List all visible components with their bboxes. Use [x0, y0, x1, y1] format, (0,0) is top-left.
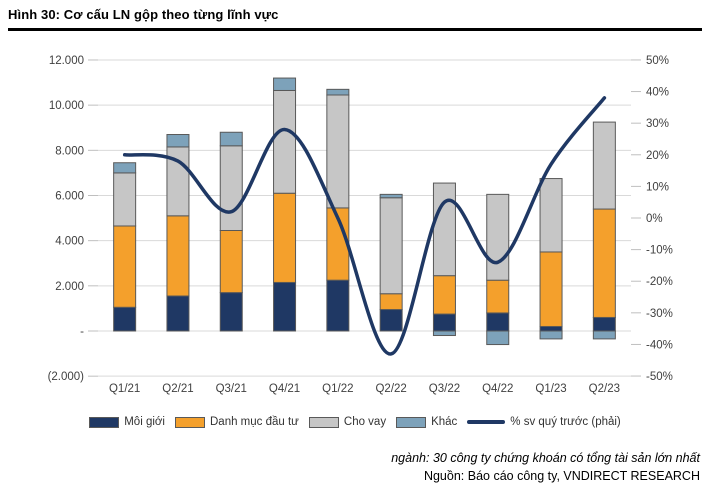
bar-segment [539, 330, 563, 340]
bar-segment [486, 312, 510, 332]
bar-segment [326, 279, 350, 332]
footnote-industry: ngành: 30 công ty chứng khoán có tổng tà… [391, 451, 700, 465]
right-axis-label: -30% [646, 308, 673, 320]
bar-segment [539, 325, 563, 332]
bar-segment [379, 197, 403, 295]
footnotes: ngành: 30 công ty chứng khoán có tổng tà… [10, 450, 700, 485]
bar-segment [539, 251, 563, 327]
bar-segment [113, 225, 137, 308]
bar-segment [326, 88, 350, 96]
right-axis-label: 30% [646, 118, 669, 130]
bar-segment [432, 182, 456, 277]
legend-label: Danh mục đầu tư [210, 416, 299, 428]
right-axis-label: -10% [646, 245, 673, 257]
x-axis-label: Q2/22 [375, 383, 406, 395]
bar-segment [273, 192, 297, 283]
x-axis-label: Q4/21 [269, 383, 300, 395]
left-axis-label: 12.000 [49, 55, 84, 67]
figure-header: Hình 30: Cơ cấu LN gộp theo từng lĩnh vự… [0, 0, 710, 31]
left-axis-label: (2.000) [48, 371, 85, 383]
legend-box-swatch [308, 416, 339, 428]
bar-segment [219, 229, 243, 294]
legend-item: Cho vay [308, 416, 387, 428]
legend-label: % sv quý trước (phải) [510, 416, 621, 428]
chart-legend: Môi giới Danh mục đầu tư Cho vay Khác % sv q… [0, 416, 710, 428]
legend-item: Môi giới [89, 416, 165, 428]
right-axis-label: -20% [646, 276, 673, 288]
right-axis-label: 0% [646, 213, 663, 225]
combo-chart: 12.000 10.000 8.000 6.000 4.000 2.000 - (2.000)… [48, 55, 673, 395]
legend-line-swatch [467, 420, 506, 424]
x-axis-label: Q4/22 [482, 383, 513, 395]
bar-segment [219, 131, 243, 147]
left-axis-label: 8.000 [55, 145, 84, 157]
figure-title: Hình 30: Cơ cấu LN gộp theo từng lĩnh vự… [8, 7, 279, 22]
x-axis-label: Q1/23 [535, 383, 566, 395]
title-divider [8, 28, 702, 31]
left-axis-label: 2.000 [55, 281, 84, 293]
right-axis-label: 20% [646, 150, 669, 162]
x-axis-label: Q3/21 [216, 383, 247, 395]
bar-segment [592, 208, 616, 318]
right-axis-label: 40% [646, 87, 669, 99]
legend-box-swatch [396, 416, 427, 428]
left-axis-label: 6.000 [55, 190, 84, 202]
bar-segment [273, 281, 297, 332]
legend-item: % sv quý trước (phải) [467, 416, 621, 428]
x-axis-label: Q1/21 [109, 383, 140, 395]
bar-segment [113, 172, 137, 227]
bar-segment [113, 306, 137, 332]
legend-item: Khác [396, 416, 457, 428]
x-axis-label: Q1/22 [322, 383, 353, 395]
bar-segment [432, 275, 456, 315]
x-axis-label: Q3/22 [429, 383, 460, 395]
legend-label: Khác [431, 416, 458, 428]
legend-label: Cho vay [343, 416, 387, 428]
legend-box-swatch [175, 416, 205, 428]
bar-segment [379, 293, 403, 311]
trend-line [122, 96, 607, 356]
bar-segment [166, 215, 190, 297]
bar-segment [166, 295, 190, 332]
bar-segment [273, 77, 297, 91]
bar-segment [539, 178, 563, 253]
bar-segment [592, 316, 616, 332]
legend-box-swatch [89, 416, 120, 428]
left-axis-label: 4.000 [55, 236, 84, 248]
chart-area: 12.000 10.000 8.000 6.000 4.000 2.000 - (2.000)… [0, 40, 710, 412]
x-axis-label: Q2/21 [162, 383, 193, 395]
bar-segment [113, 162, 137, 174]
right-axis-label: 10% [646, 181, 669, 193]
right-axis-label: 50% [646, 55, 669, 67]
right-axis-label: -50% [646, 371, 673, 383]
bar-segment [486, 279, 510, 314]
left-axis-label: 10.000 [49, 100, 84, 112]
bar-segment [166, 134, 190, 148]
bar-segment [326, 94, 350, 209]
x-axis-label: Q2/23 [589, 383, 620, 395]
bar-segment [219, 145, 243, 231]
left-axis-label: - [80, 326, 84, 338]
bar-segment [592, 330, 616, 340]
bar-segment [486, 330, 510, 346]
bar-segment [219, 292, 243, 332]
footnote-source: Nguồn: Báo cáo công ty, VNDIRECT RESEARC… [423, 469, 700, 483]
bar-segment [592, 121, 616, 210]
bar-segment [432, 330, 456, 337]
bar-segment [379, 309, 403, 332]
bar-segment [273, 89, 297, 194]
legend-label: Môi giới [124, 416, 165, 428]
right-axis-label: -40% [646, 339, 673, 351]
legend-item: Danh mục đầu tư [175, 416, 299, 428]
bar-segment [379, 193, 403, 199]
bar-segment [432, 313, 456, 332]
bar-segment [486, 193, 510, 281]
